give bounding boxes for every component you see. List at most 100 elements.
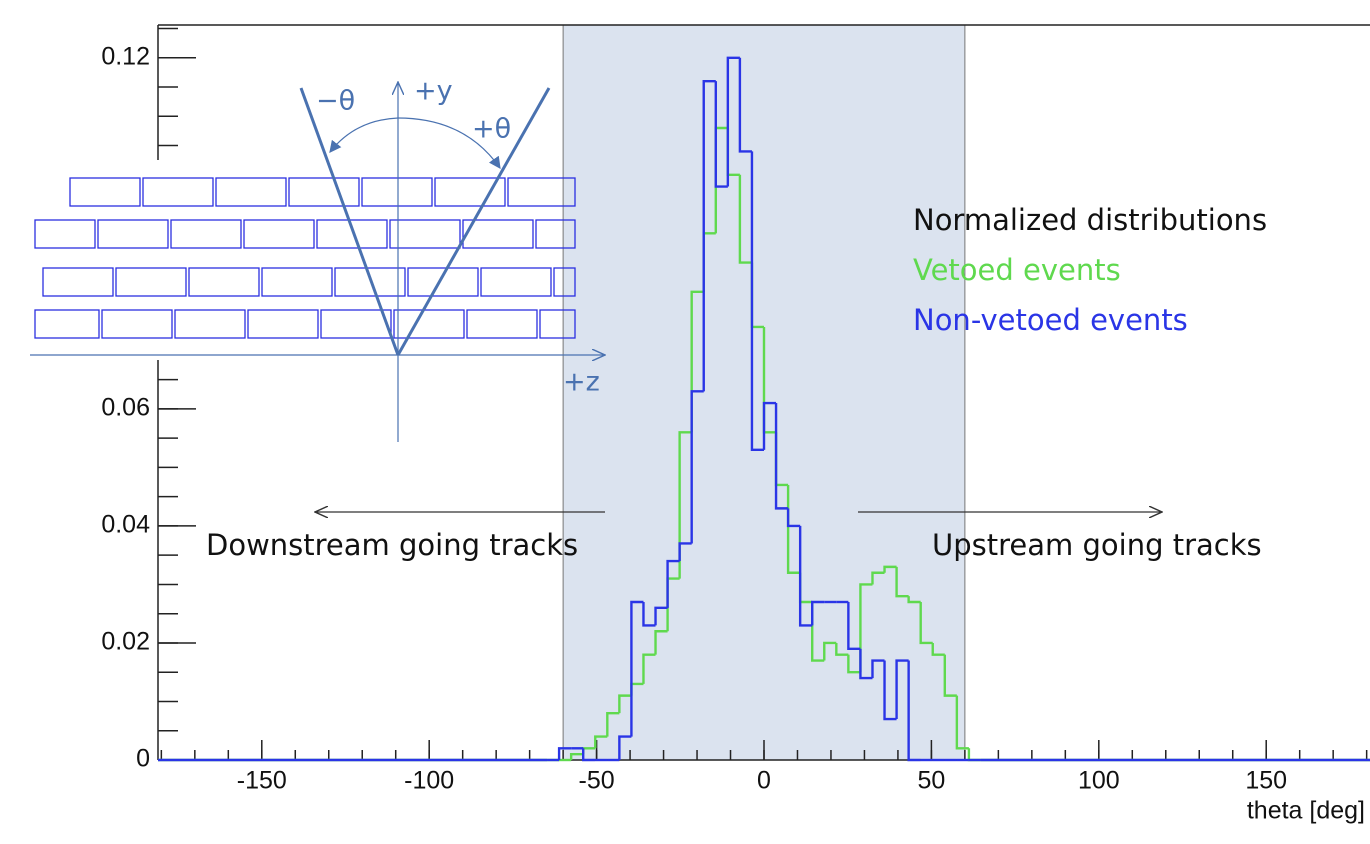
hist-bin [606, 711, 620, 737]
hist-bin [871, 659, 885, 679]
diagram-label: +z [563, 367, 600, 398]
hist-bin [630, 600, 644, 737]
brick [389, 219, 461, 249]
hist-bin [750, 151, 764, 452]
x-tick-label: -150 [237, 767, 287, 795]
angle-arc [397, 117, 501, 169]
y-tick-label: 0.12 [101, 42, 150, 70]
labels: Normalized distributions Downstream goin… [206, 203, 1365, 825]
brick [34, 309, 100, 339]
brick [261, 267, 333, 297]
hist-bin [847, 654, 861, 674]
hist-bin [883, 660, 897, 721]
brick [393, 309, 465, 339]
hist-bin [654, 606, 668, 626]
x-tick-label: 0 [757, 767, 771, 795]
hist-bin [847, 601, 861, 651]
hist-bin [557, 747, 572, 760]
hist-bin [895, 566, 909, 598]
diagram-label: −θ [316, 86, 355, 117]
y-tick-label: 0.04 [101, 511, 150, 539]
brick [215, 177, 287, 207]
hist-bin [798, 525, 813, 627]
diagram: −θ +y +θ +z [30, 76, 605, 442]
brick [69, 177, 141, 207]
hist-bin [582, 748, 596, 762]
hist-bin [762, 401, 777, 450]
legend-entry: Non-vetoed events [913, 303, 1188, 337]
hist-bin [774, 403, 789, 510]
brick [316, 219, 388, 249]
brick [243, 219, 315, 249]
hist-bin [690, 390, 704, 544]
hist-bin [738, 174, 752, 264]
brick [361, 177, 433, 207]
brick [539, 309, 576, 339]
hist-bin [835, 642, 849, 656]
hist-bin [618, 694, 632, 714]
hist-bin [967, 748, 981, 762]
hist-bin [690, 290, 704, 433]
y-tick-label: 0.02 [101, 628, 150, 656]
hist-bin [666, 559, 680, 608]
brick [507, 177, 576, 207]
y-tick-label: 0 [136, 745, 150, 773]
brick [188, 267, 260, 297]
hist-bin [786, 508, 801, 528]
brick [142, 177, 214, 207]
brick [434, 177, 506, 207]
hist-bin [859, 648, 873, 680]
brick [247, 309, 319, 339]
brick [101, 309, 173, 339]
brick [174, 309, 246, 339]
brick [34, 219, 96, 249]
brick [170, 219, 242, 249]
hist-bin [642, 601, 656, 627]
hist-bin [678, 542, 692, 562]
hist-bin [714, 81, 728, 188]
legend-title: Normalized distributions [913, 203, 1267, 237]
hist-bin [955, 695, 969, 750]
x-axis-label: theta [deg] [1247, 797, 1365, 825]
hist-bin [943, 654, 957, 697]
legend-entry: Vetoed events [913, 253, 1121, 287]
brick [288, 177, 360, 207]
hist-bin [702, 79, 716, 392]
brick [480, 267, 552, 297]
brick [553, 267, 576, 297]
hist-bin [907, 596, 921, 604]
brick [320, 309, 392, 339]
x-tick-label: 50 [917, 767, 945, 795]
hist-bin [618, 735, 632, 760]
hist-bin [871, 571, 885, 585]
hist-bin [883, 565, 897, 573]
hist-bin [895, 659, 909, 720]
y-tick-label: 0.06 [101, 393, 150, 421]
hist-bin [823, 641, 837, 661]
track [299, 87, 400, 356]
brick [462, 219, 534, 249]
hist-bin [907, 660, 921, 762]
brick [334, 267, 406, 297]
hist-bin [654, 630, 668, 655]
hist-bin [642, 653, 656, 684]
annotation: Upstream going tracks [932, 528, 1262, 562]
brick [42, 267, 114, 297]
plot-area: -150 -100 -50 0 50 100 150 0 0.02 0.04 0.06 0.12 Vet… [101, 24, 1370, 795]
hist-bin [811, 600, 825, 626]
annotation: Downstream going tracks [206, 528, 578, 562]
hist-bin [569, 752, 584, 760]
hist-bin [726, 56, 740, 187]
angle-arc [329, 117, 399, 153]
x-tick-label: 150 [1245, 767, 1287, 795]
brick [115, 267, 187, 297]
x-tick-label: -100 [404, 767, 454, 795]
x-tick-label: -50 [579, 767, 615, 795]
brick [407, 267, 479, 297]
hist-bin [931, 642, 945, 656]
brick [466, 309, 538, 339]
brick [535, 219, 576, 249]
hist-bin [594, 735, 608, 749]
x-tick-label: 100 [1078, 767, 1120, 795]
hist-bin [919, 601, 933, 645]
